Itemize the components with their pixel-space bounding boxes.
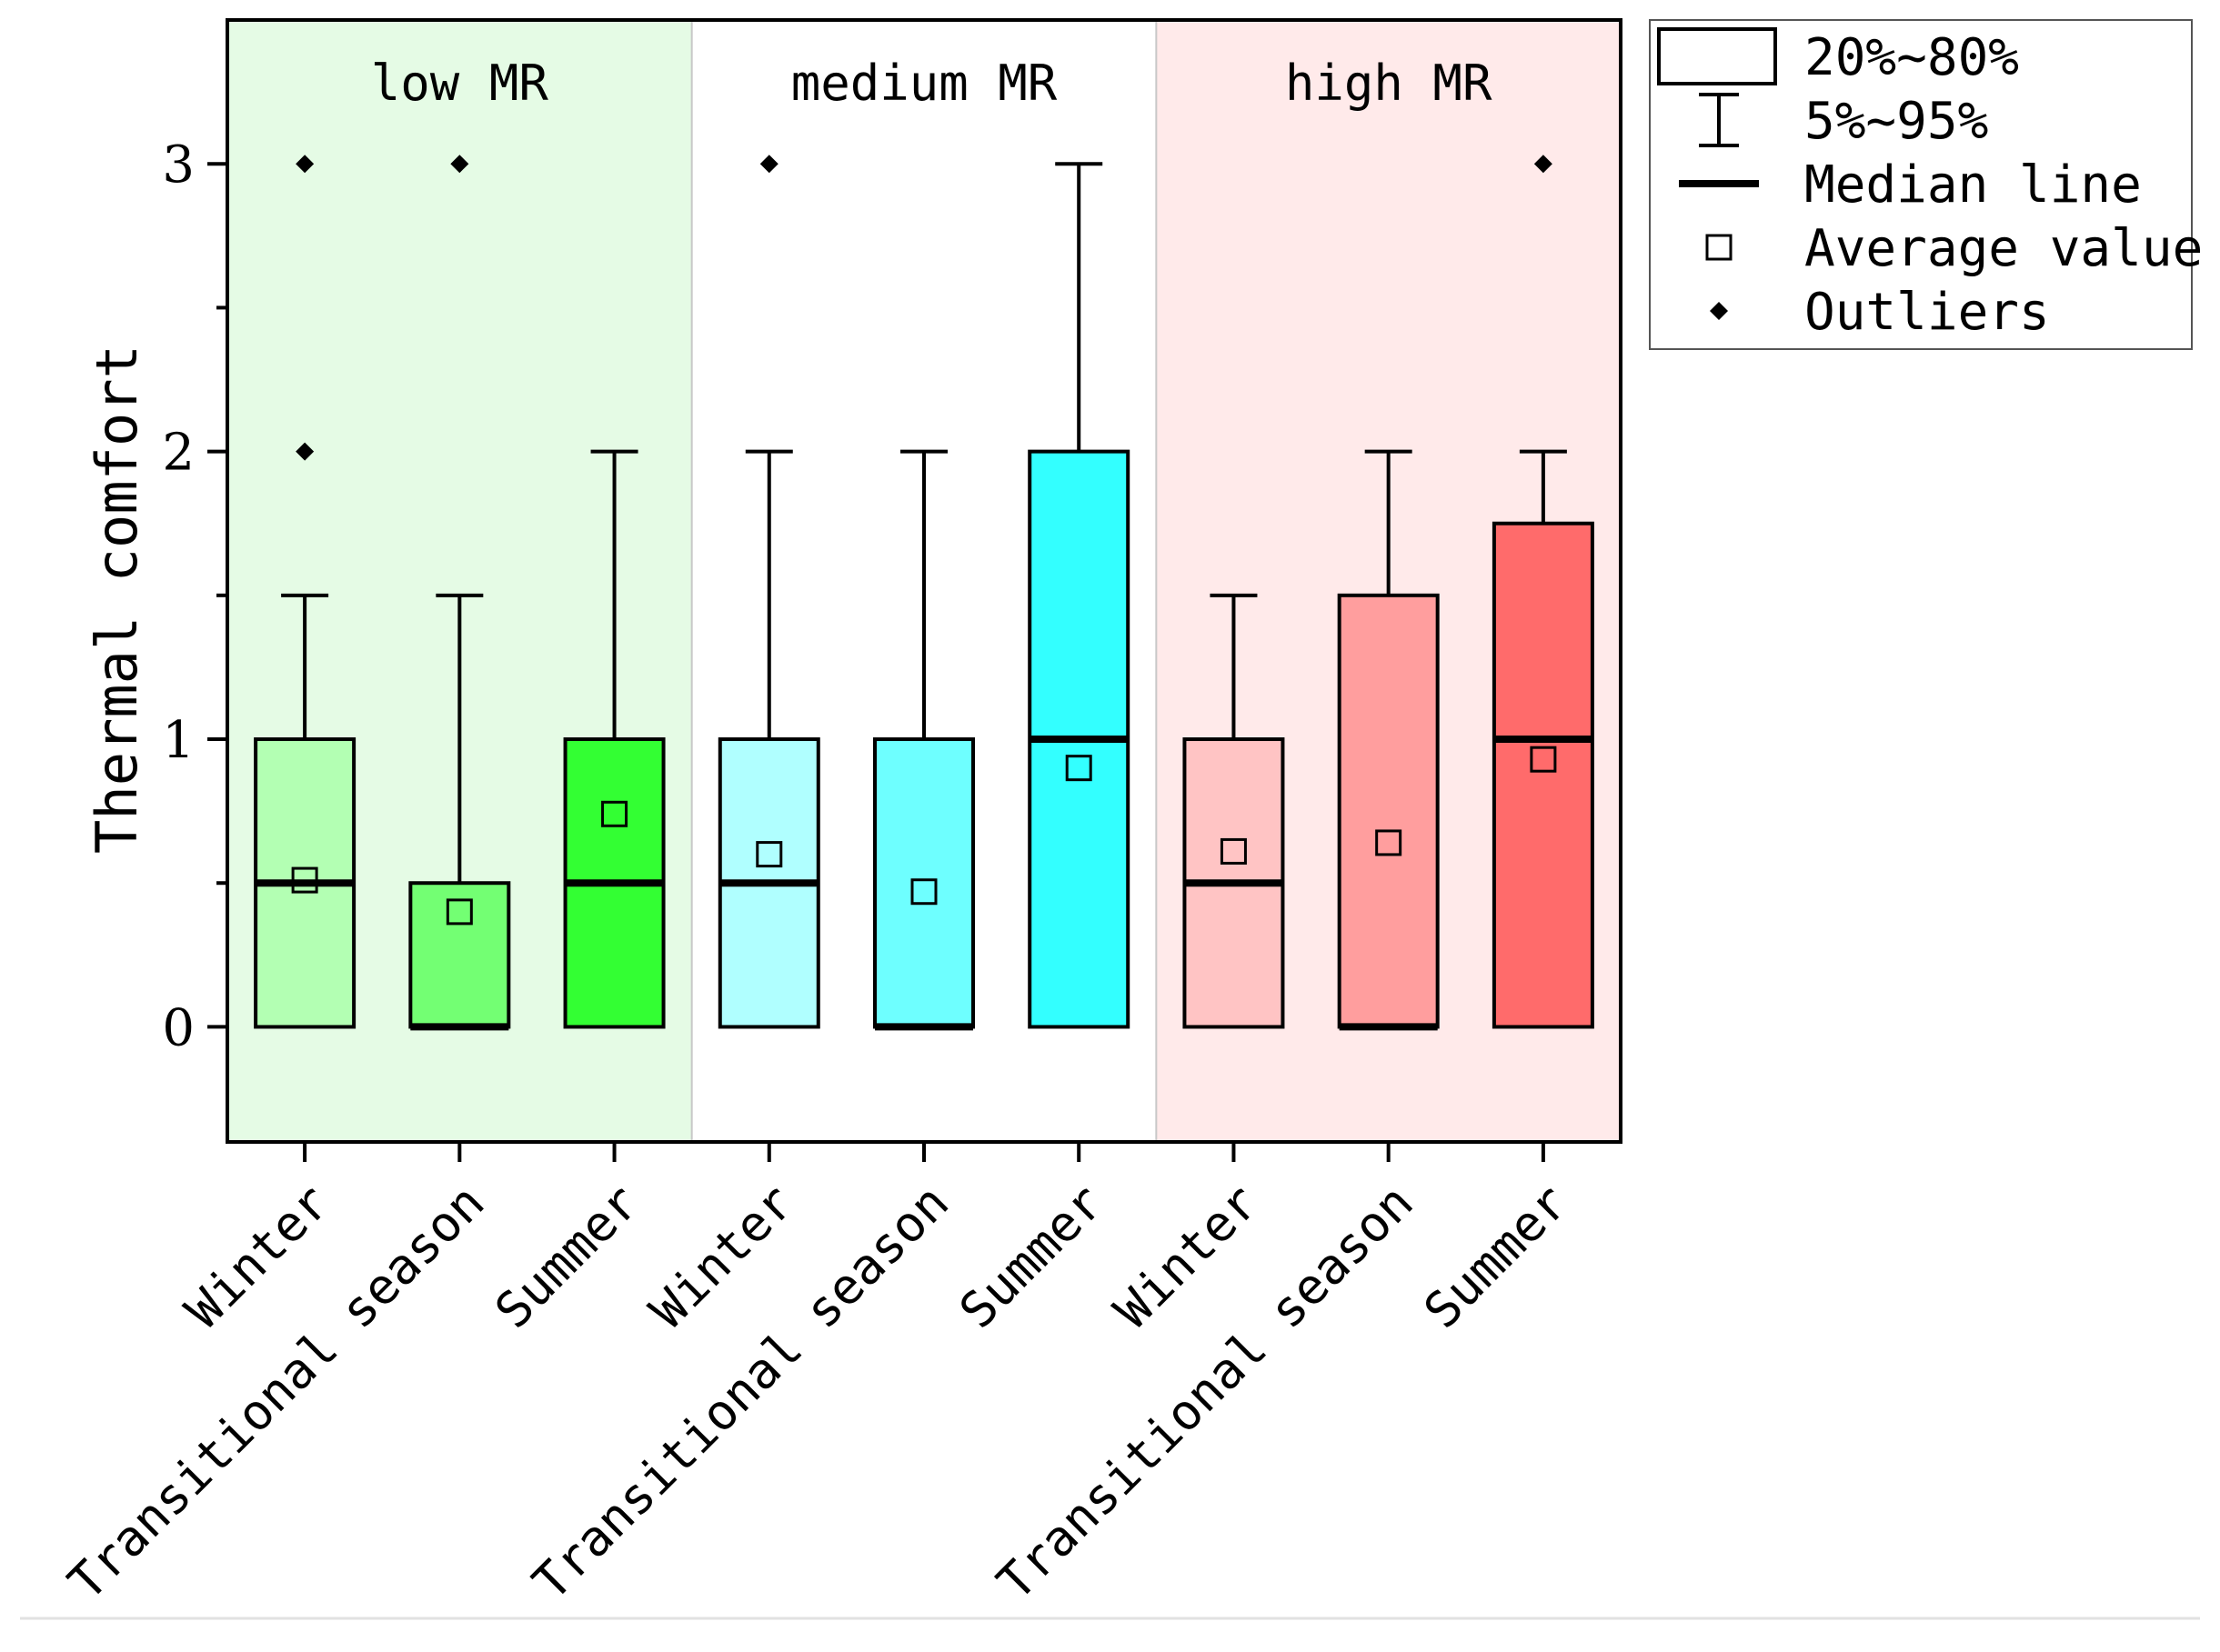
- legend-label: Outliers: [1804, 283, 2050, 342]
- legend-outlier-symbol: [1710, 302, 1728, 320]
- x-tick-label: Summer: [484, 1174, 649, 1339]
- mean-marker: [1220, 837, 1247, 865]
- group-label: medium MR: [791, 55, 1058, 112]
- y-axis-label: Thermal comfort: [84, 345, 150, 854]
- y-tick-label: 3: [162, 135, 195, 195]
- mean-marker: [601, 800, 628, 827]
- box-series-3: [718, 155, 820, 1029]
- box-series-8: [1492, 155, 1594, 1029]
- outlier-point: [1533, 155, 1552, 174]
- group-label: high MR: [1285, 55, 1492, 112]
- box-series-6: [1182, 593, 1285, 1029]
- legend-label: Average value: [1804, 219, 2203, 278]
- box-series-4: [873, 449, 975, 1031]
- legend-box-symbol: [1657, 27, 1777, 85]
- mean-marker: [446, 898, 473, 926]
- x-tick-label: Summer: [1413, 1174, 1579, 1339]
- mean-marker: [1375, 829, 1402, 856]
- box-series-7: [1337, 449, 1440, 1031]
- box-series-2: [563, 449, 666, 1029]
- y-tick-label: 2: [162, 424, 195, 483]
- group-label: low MR: [371, 55, 549, 112]
- y-tick-label: 1: [162, 711, 195, 770]
- outlier-point: [450, 155, 469, 174]
- legend-label: 5%~95%: [1804, 92, 1988, 151]
- box-rect: [408, 881, 511, 1029]
- box-rect: [873, 737, 975, 1029]
- mean-marker: [1065, 755, 1092, 782]
- mean-marker: [756, 841, 783, 868]
- box-series-1: [408, 155, 511, 1031]
- legend-label: Median line: [1804, 155, 2142, 215]
- box-rect: [1337, 593, 1440, 1029]
- outlier-point: [759, 155, 779, 174]
- mean-marker: [910, 878, 938, 906]
- mean-marker: [1530, 746, 1557, 773]
- x-tick-label: Summer: [949, 1174, 1114, 1339]
- outlier-point: [296, 155, 315, 174]
- mean-marker: [291, 866, 318, 894]
- legend-label: 20%~80%: [1804, 28, 2019, 87]
- legend-mean-symbol: [1705, 234, 1733, 261]
- y-tick-label: 0: [162, 998, 195, 1057]
- box-rect: [1492, 521, 1594, 1029]
- box-series-0: [254, 155, 357, 1029]
- box-series-5: [1028, 162, 1130, 1029]
- outlier-point: [296, 442, 315, 461]
